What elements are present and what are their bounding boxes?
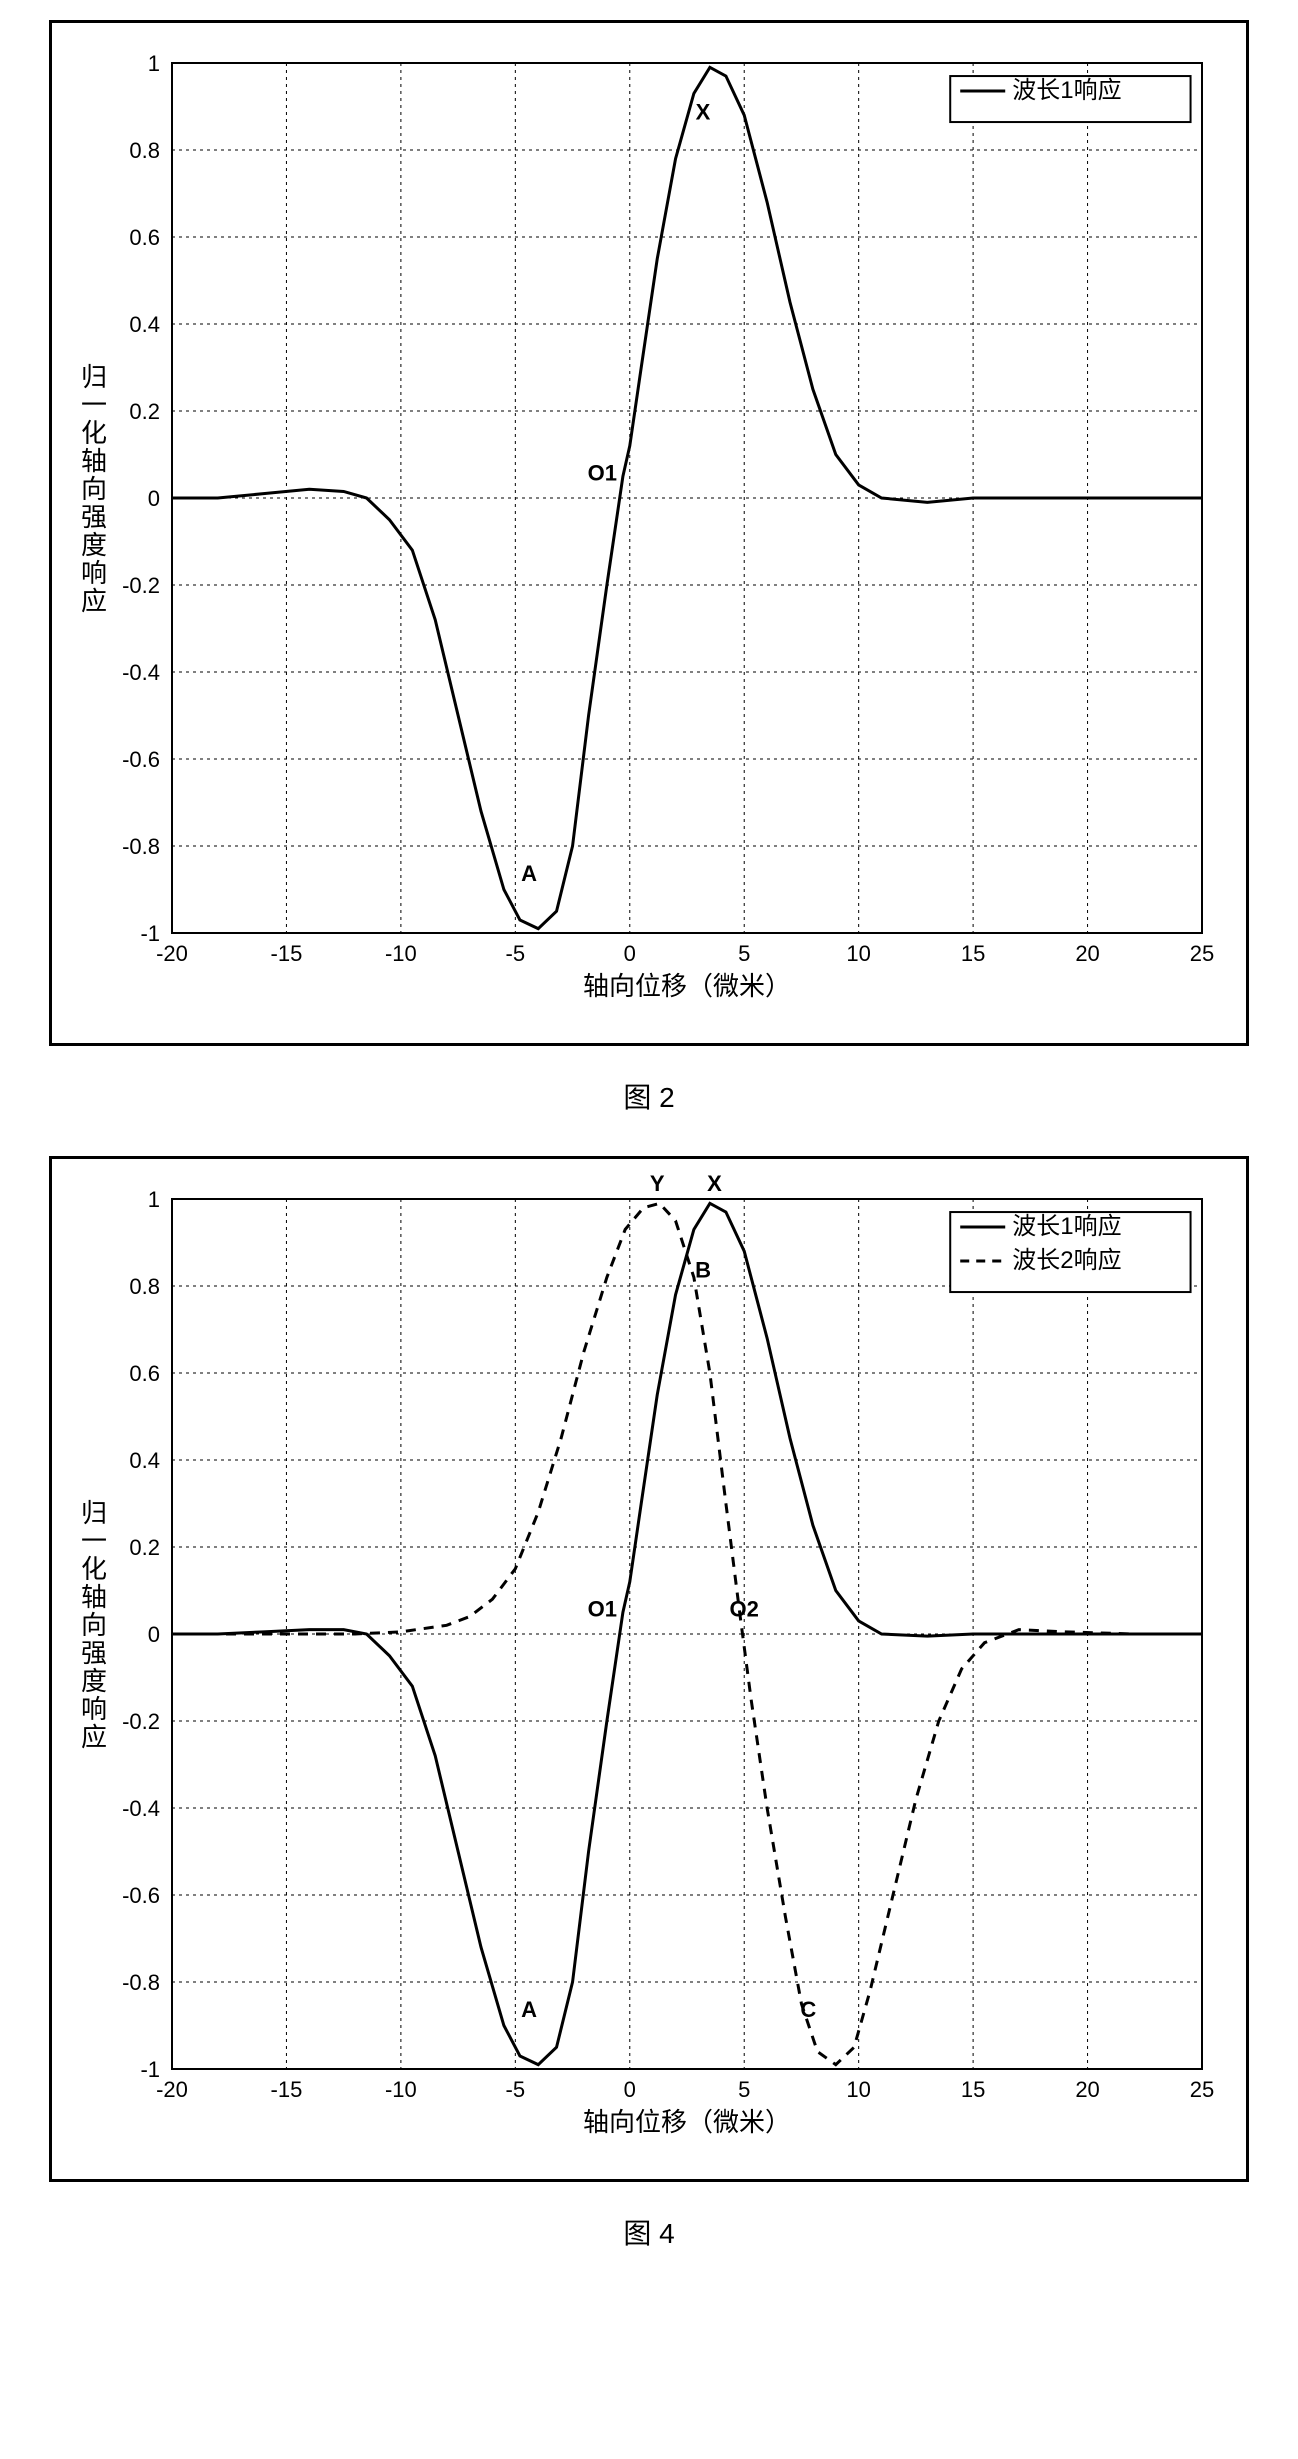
y-tick-label: 0.2: [129, 399, 160, 424]
y-tick-label: -0.2: [122, 573, 160, 598]
x-tick-label: 10: [846, 2077, 870, 2102]
annotation-B: B: [695, 1257, 711, 1282]
y-tick-label: 1: [148, 51, 160, 76]
y-tick-label: 0: [148, 1622, 160, 1647]
y-tick-label: 0.8: [129, 1274, 160, 1299]
annotation-X: X: [696, 100, 711, 125]
chart-svg-fig4: -20-15-10-50510152025-1-0.8-0.6-0.4-0.20…: [52, 1159, 1252, 2179]
y-axis-label-char: 轴: [81, 446, 107, 476]
top-annotation-X: X: [707, 1171, 722, 1196]
x-tick-label: 20: [1075, 941, 1099, 966]
annotation-O1: O1: [588, 1597, 617, 1622]
annotation-O2: O2: [730, 1597, 759, 1622]
y-axis-label-char: 归: [81, 362, 107, 392]
x-tick-label: -10: [385, 2077, 417, 2102]
y-tick-label: -0.8: [122, 834, 160, 859]
x-tick-label: -20: [156, 941, 188, 966]
y-axis-label-char: 化: [81, 1554, 107, 1584]
y-tick-label: 1: [148, 1187, 160, 1212]
x-tick-label: 25: [1190, 941, 1214, 966]
y-axis-label-char: 度: [81, 1666, 107, 1696]
x-tick-label: -15: [271, 941, 303, 966]
x-tick-label: -5: [506, 941, 526, 966]
legend-label: 波长1响应: [1012, 77, 1121, 104]
x-tick-label: 5: [738, 941, 750, 966]
figure-4: -20-15-10-50510152025-1-0.8-0.6-0.4-0.20…: [49, 1156, 1249, 2182]
y-axis-label-char: 一: [81, 1526, 107, 1556]
y-axis-label-char: 响: [81, 1694, 107, 1724]
legend-label: 波长1响应: [1012, 1213, 1121, 1240]
x-tick-label: 0: [624, 941, 636, 966]
y-axis-label-char: 响: [81, 558, 107, 588]
x-tick-label: -20: [156, 2077, 188, 2102]
y-tick-label: 0.2: [129, 1535, 160, 1560]
y-tick-label: -0.4: [122, 1796, 160, 1821]
x-tick-label: 15: [961, 941, 985, 966]
figure-2: -20-15-10-50510152025-1-0.8-0.6-0.4-0.20…: [49, 20, 1249, 1046]
legend-label: 波长2响应: [1012, 1247, 1121, 1274]
y-tick-label: -0.4: [122, 660, 160, 685]
x-axis-label: 轴向位移（微米）: [583, 971, 791, 1001]
x-tick-label: -10: [385, 941, 417, 966]
y-axis-label-char: 归: [81, 1498, 107, 1528]
y-axis-label-char: 应: [81, 586, 107, 616]
y-tick-label: -1: [140, 2057, 160, 2082]
y-tick-label: -0.6: [122, 1883, 160, 1908]
x-tick-label: -15: [271, 2077, 303, 2102]
x-tick-label: 20: [1075, 2077, 1099, 2102]
y-axis-label-char: 强: [81, 1638, 107, 1668]
y-tick-label: -0.6: [122, 747, 160, 772]
y-axis-label-char: 应: [81, 1722, 107, 1752]
y-tick-label: 0: [148, 486, 160, 511]
y-tick-label: 0.4: [129, 1448, 160, 1473]
annotation-A: A: [521, 861, 537, 886]
x-tick-label: 5: [738, 2077, 750, 2102]
y-tick-label: -1: [140, 921, 160, 946]
x-tick-label: 10: [846, 941, 870, 966]
figure-4-caption: 图 4: [20, 2212, 1278, 2252]
y-axis-label-char: 度: [81, 530, 107, 560]
chart-svg-fig2: -20-15-10-50510152025-1-0.8-0.6-0.4-0.20…: [52, 23, 1252, 1043]
y-tick-label: 0.4: [129, 312, 160, 337]
x-axis-label: 轴向位移（微米）: [583, 2107, 791, 2137]
y-tick-label: -0.8: [122, 1970, 160, 1995]
y-axis-label-char: 一: [81, 390, 107, 420]
y-axis-label-char: 轴: [81, 1582, 107, 1612]
y-tick-label: 0.6: [129, 225, 160, 250]
annotation-A: A: [521, 1997, 537, 2022]
annotation-O1: O1: [588, 461, 617, 486]
x-tick-label: 0: [624, 2077, 636, 2102]
annotation-C: C: [800, 1997, 816, 2022]
y-tick-label: 0.8: [129, 138, 160, 163]
x-tick-label: -5: [506, 2077, 526, 2102]
y-tick-label: 0.6: [129, 1361, 160, 1386]
y-axis-label-char: 化: [81, 418, 107, 448]
figure-2-caption: 图 2: [20, 1076, 1278, 1116]
y-axis-label-char: 强: [81, 502, 107, 532]
y-tick-label: -0.2: [122, 1709, 160, 1734]
x-tick-label: 15: [961, 2077, 985, 2102]
y-axis-label-char: 向: [81, 1610, 107, 1640]
top-annotation-Y: Y: [650, 1171, 665, 1196]
y-axis-label-char: 向: [81, 474, 107, 504]
x-tick-label: 25: [1190, 2077, 1214, 2102]
